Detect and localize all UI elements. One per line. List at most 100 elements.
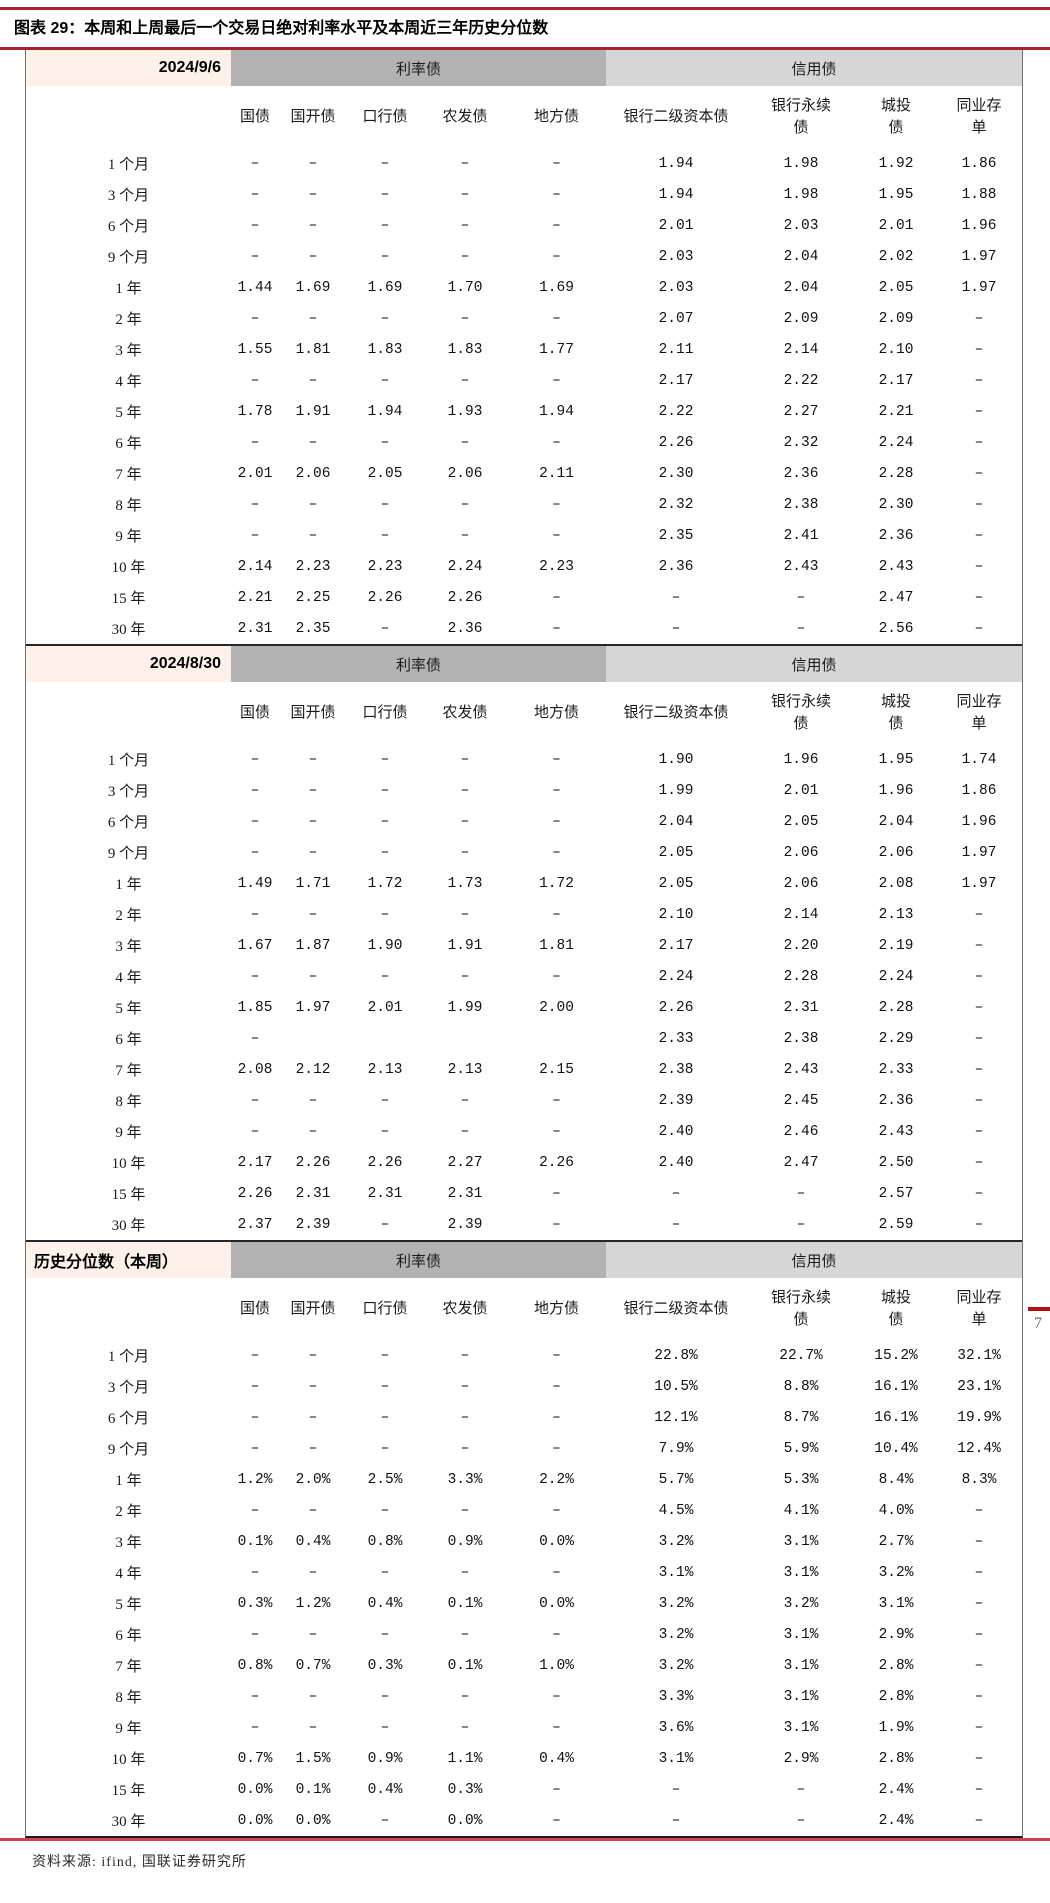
value-cell: – — [423, 489, 507, 520]
term-cell: 7 年 — [26, 1054, 231, 1085]
column-header: 城投 债 — [856, 86, 937, 148]
term-cell: 8 年 — [26, 1681, 231, 1712]
value-cell: 2.4% — [856, 1774, 937, 1805]
value-cell: 2.41 — [746, 520, 857, 551]
value-cell: – — [507, 1340, 607, 1371]
value-cell: 2.31 — [231, 613, 279, 644]
value-cell: – — [347, 1209, 423, 1240]
column-header: 农发债 — [423, 86, 507, 148]
value-cell: – — [231, 899, 279, 930]
value-cell: 10.5% — [606, 1371, 747, 1402]
value-cell: 2.7% — [856, 1526, 937, 1557]
value-cell: 2.01 — [856, 210, 937, 241]
column-header: 银行永续 债 — [746, 1278, 857, 1340]
value-cell: 2.22 — [746, 365, 857, 396]
value-cell: 1.78 — [231, 396, 279, 427]
value-cell: – — [606, 1805, 747, 1836]
value-cell: 1.55 — [231, 334, 279, 365]
value-cell: – — [347, 303, 423, 334]
term-cell: 9 个月 — [26, 241, 231, 272]
term-cell: 9 年 — [26, 1116, 231, 1147]
value-cell: – — [279, 1712, 347, 1743]
value-cell: 1.91 — [423, 930, 507, 961]
value-cell: – — [507, 1557, 607, 1588]
value-cell: 2.12 — [279, 1054, 347, 1085]
value-cell: 2.26 — [423, 582, 507, 613]
column-header: 地方债 — [507, 86, 607, 148]
value-cell: 2.11 — [507, 458, 607, 489]
value-cell: 10.4% — [856, 1433, 937, 1464]
value-cell: – — [231, 1023, 279, 1054]
value-cell: – — [936, 1805, 1023, 1836]
value-cell: 1.96 — [936, 210, 1023, 241]
value-cell: 2.21 — [231, 582, 279, 613]
value-cell: 1.94 — [606, 148, 747, 179]
value-cell: 1.99 — [423, 992, 507, 1023]
value-cell: – — [347, 1619, 423, 1650]
value-cell: 3.2% — [606, 1588, 747, 1619]
value-cell: 3.1% — [606, 1557, 747, 1588]
value-cell: 0.4% — [279, 1526, 347, 1557]
value-cell: 2.05 — [606, 868, 747, 899]
value-cell: 3.1% — [746, 1681, 857, 1712]
value-cell: 1.72 — [347, 868, 423, 899]
value-cell: 0.9% — [423, 1526, 507, 1557]
term-cell: 15 年 — [26, 1178, 231, 1209]
value-cell: 1.81 — [279, 334, 347, 365]
value-cell: – — [507, 961, 607, 992]
source-note: 资料来源: ifind, 国联证券研究所 — [32, 1855, 247, 1870]
value-cell: – — [936, 613, 1023, 644]
value-cell: – — [507, 1681, 607, 1712]
value-cell: – — [936, 1557, 1023, 1588]
term-cell: 3 个月 — [26, 179, 231, 210]
value-cell: 1.9% — [856, 1712, 937, 1743]
value-cell: 3.6% — [606, 1712, 747, 1743]
value-cell: 32.1% — [936, 1340, 1023, 1371]
table-row: 3 年 1.67 1.87 1.90 1.91 1.81 2.17 2.20 2.19– — [26, 930, 1023, 961]
value-cell: 2.04 — [746, 241, 857, 272]
value-cell: 1.86 — [936, 775, 1023, 806]
table-row: 1 个月 – – – – –1.94 1.98 1.92 1.86 — [26, 148, 1023, 179]
value-cell: 2.07 — [606, 303, 747, 334]
value-cell: – — [347, 837, 423, 868]
table-row: 3 个月 – – – – –1.99 2.01 1.96 1.86 — [26, 775, 1023, 806]
value-cell: 2.38 — [746, 489, 857, 520]
value-cell: 2.37 — [231, 1209, 279, 1240]
value-cell: – — [231, 837, 279, 868]
value-cell: 1.69 — [279, 272, 347, 303]
value-cell: – — [507, 613, 607, 644]
table-row: 15 年 2.21 2.25 2.26 2.26– – –2.47– — [26, 582, 1023, 613]
value-cell: – — [423, 1433, 507, 1464]
value-cell: – — [231, 806, 279, 837]
value-cell: 2.24 — [856, 427, 937, 458]
value-cell: 2.01 — [746, 775, 857, 806]
column-header: 口行债 — [347, 86, 423, 148]
column-header: 国债 — [231, 682, 279, 744]
value-cell: 7.9% — [606, 1433, 747, 1464]
value-cell: 2.57 — [856, 1178, 937, 1209]
value-cell: 2.13 — [347, 1054, 423, 1085]
value-cell: 2.05 — [347, 458, 423, 489]
value-cell: 3.1% — [746, 1557, 857, 1588]
value-cell: 2.23 — [507, 551, 607, 582]
column-header: 国开债 — [279, 682, 347, 744]
term-cell: 30 年 — [26, 1805, 231, 1836]
column-header: 银行二级资本债 — [606, 86, 747, 148]
value-cell: – — [507, 1774, 607, 1805]
value-cell: – — [279, 489, 347, 520]
value-cell: – — [279, 1371, 347, 1402]
value-cell: 2.0% — [279, 1464, 347, 1495]
value-cell: 2.04 — [856, 806, 937, 837]
value-cell: 0.4% — [347, 1588, 423, 1619]
value-cell: – — [423, 148, 507, 179]
value-cell: – — [279, 837, 347, 868]
value-cell: – — [279, 1433, 347, 1464]
value-cell: 2.26 — [347, 582, 423, 613]
value-cell: 2.15 — [507, 1054, 607, 1085]
value-cell: 1.96 — [856, 775, 937, 806]
value-cell: – — [936, 551, 1023, 582]
value-cell: 2.01 — [231, 458, 279, 489]
value-cell: – — [279, 303, 347, 334]
value-cell: – — [347, 1371, 423, 1402]
value-cell: – — [423, 1557, 507, 1588]
